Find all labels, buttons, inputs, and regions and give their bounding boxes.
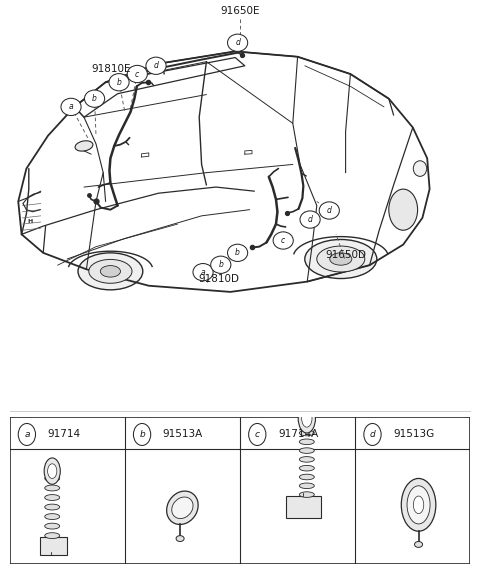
Text: 91513G: 91513G (393, 430, 434, 439)
Ellipse shape (300, 483, 314, 489)
Circle shape (133, 423, 151, 446)
Text: 91650D: 91650D (325, 250, 366, 260)
Text: d: d (327, 206, 332, 215)
Text: b: b (139, 430, 145, 439)
Polygon shape (286, 496, 321, 518)
Circle shape (228, 34, 248, 51)
Ellipse shape (300, 474, 314, 480)
Text: b: b (235, 248, 240, 258)
Ellipse shape (176, 536, 184, 542)
Ellipse shape (89, 259, 132, 283)
Circle shape (249, 423, 266, 446)
Text: b: b (117, 78, 121, 87)
Ellipse shape (48, 464, 57, 478)
Circle shape (146, 57, 166, 74)
Ellipse shape (172, 497, 193, 519)
Ellipse shape (298, 404, 315, 433)
Ellipse shape (45, 523, 60, 529)
Circle shape (273, 232, 293, 249)
Ellipse shape (45, 494, 60, 500)
Text: 91810D: 91810D (198, 274, 240, 283)
Circle shape (211, 256, 231, 273)
Ellipse shape (78, 253, 143, 290)
Ellipse shape (300, 430, 314, 436)
Ellipse shape (413, 496, 424, 513)
Ellipse shape (300, 448, 314, 453)
Text: 91810E: 91810E (92, 64, 131, 74)
Ellipse shape (389, 189, 418, 230)
Ellipse shape (167, 491, 198, 524)
Ellipse shape (300, 439, 314, 444)
Ellipse shape (301, 409, 312, 427)
Ellipse shape (45, 532, 60, 539)
Ellipse shape (45, 485, 60, 491)
Text: d: d (308, 215, 312, 224)
Text: 91714A: 91714A (278, 430, 318, 439)
Text: a: a (24, 430, 30, 439)
Circle shape (18, 423, 36, 446)
Circle shape (109, 74, 129, 91)
Text: a: a (201, 268, 205, 277)
Circle shape (84, 90, 105, 108)
Text: d: d (154, 62, 158, 70)
Ellipse shape (100, 266, 120, 277)
Circle shape (228, 244, 248, 262)
Text: c: c (255, 430, 260, 439)
Text: 91714: 91714 (48, 430, 81, 439)
Circle shape (127, 66, 147, 83)
FancyBboxPatch shape (10, 417, 470, 564)
Text: a: a (69, 102, 73, 112)
Text: b: b (92, 94, 97, 103)
Text: d: d (235, 39, 240, 47)
Ellipse shape (45, 504, 60, 510)
Text: b: b (218, 260, 223, 269)
Ellipse shape (330, 253, 352, 265)
Ellipse shape (415, 542, 422, 547)
Ellipse shape (305, 239, 377, 278)
Polygon shape (39, 537, 67, 555)
Text: d: d (370, 430, 375, 439)
Text: c: c (135, 70, 139, 79)
Ellipse shape (300, 457, 314, 462)
Text: c: c (281, 236, 285, 245)
Ellipse shape (401, 478, 436, 531)
Circle shape (319, 202, 339, 219)
Circle shape (364, 423, 381, 446)
Ellipse shape (300, 492, 314, 497)
Ellipse shape (413, 161, 427, 177)
Text: 91650E: 91650E (220, 6, 260, 16)
Ellipse shape (44, 458, 60, 484)
Circle shape (193, 263, 213, 281)
Ellipse shape (45, 513, 60, 520)
Circle shape (61, 98, 81, 116)
Circle shape (300, 211, 320, 228)
Ellipse shape (45, 476, 60, 481)
Text: 91513A: 91513A (163, 430, 203, 439)
Text: H: H (27, 218, 32, 224)
Ellipse shape (407, 486, 430, 524)
Ellipse shape (300, 465, 314, 471)
Ellipse shape (317, 246, 365, 272)
Ellipse shape (75, 141, 93, 151)
